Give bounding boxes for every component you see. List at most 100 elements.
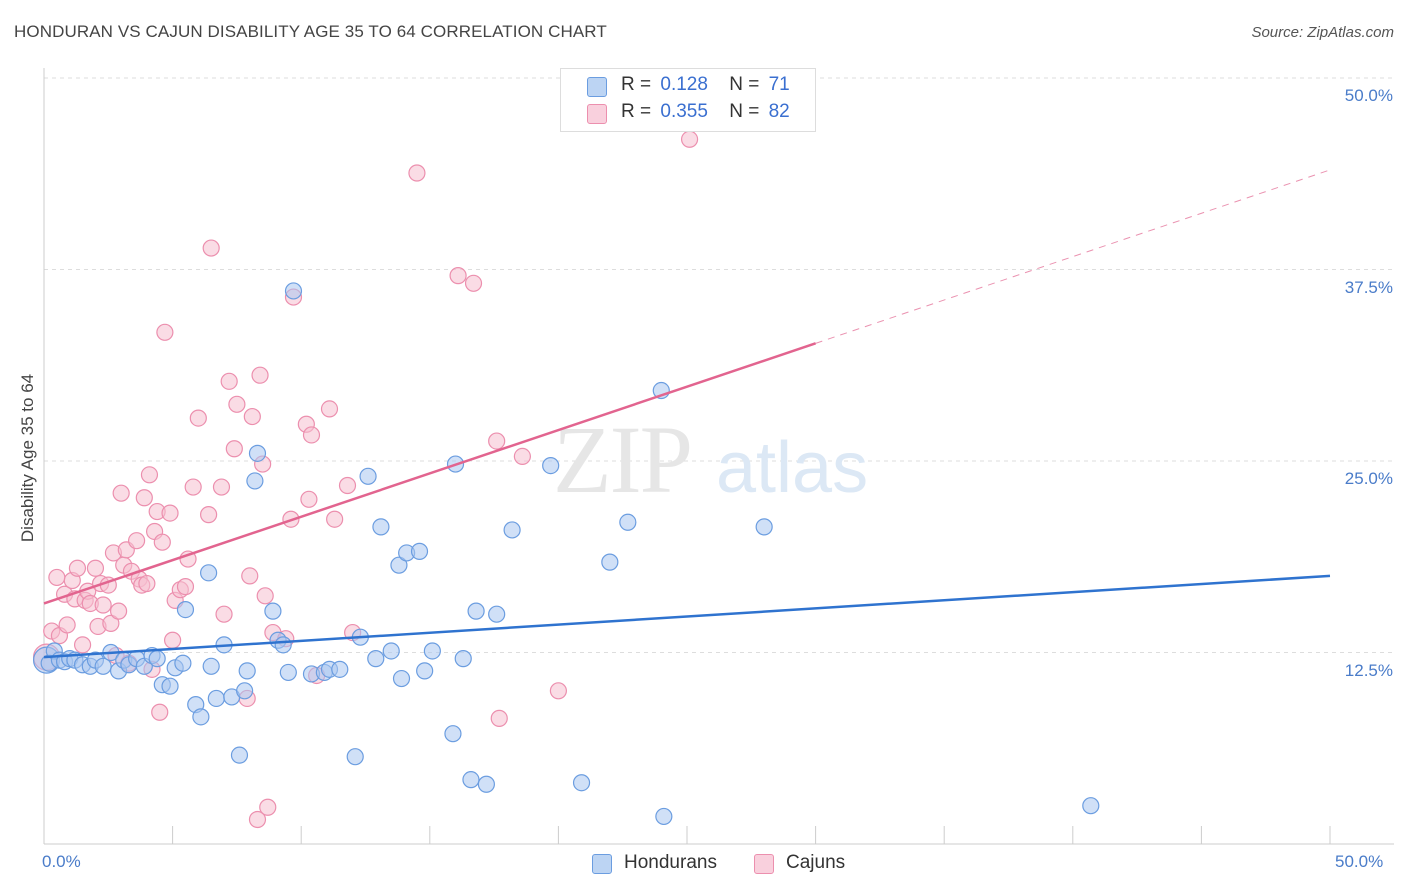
watermark: ZIP atlas bbox=[553, 406, 868, 513]
chart-title: HONDURAN VS CAJUN DISABILITY AGE 35 TO 6… bbox=[14, 22, 607, 41]
cajun-point bbox=[135, 489, 153, 507]
cajun-point bbox=[202, 239, 220, 257]
hondurans-legend-swatch bbox=[592, 854, 612, 874]
cajun-point bbox=[189, 409, 207, 427]
honduran-point bbox=[488, 605, 506, 623]
axes bbox=[43, 68, 1394, 845]
cajun-point bbox=[212, 478, 231, 496]
legend-r-value: 0.128 bbox=[660, 74, 708, 95]
honduran-point bbox=[174, 654, 192, 672]
honduran-point bbox=[331, 660, 349, 678]
legend-n-label: N = bbox=[729, 101, 760, 122]
honduran-point bbox=[94, 657, 112, 675]
legend-r-label: R = bbox=[621, 101, 652, 122]
cajun-point bbox=[464, 274, 483, 292]
honduran-point bbox=[392, 669, 411, 688]
cajun-point bbox=[259, 798, 277, 816]
cajun-point bbox=[225, 440, 243, 458]
cajun-point bbox=[138, 574, 156, 593]
cajun-point bbox=[151, 703, 169, 721]
honduran-point bbox=[284, 282, 303, 300]
honduran-point bbox=[200, 564, 218, 582]
cajun-trendline bbox=[43, 342, 816, 605]
cajun-point bbox=[68, 559, 87, 577]
watermark-zip: ZIP bbox=[553, 406, 691, 513]
honduran-point bbox=[601, 553, 619, 571]
cajun-point bbox=[109, 602, 128, 620]
cajun-point bbox=[408, 164, 426, 182]
cajun-point bbox=[449, 267, 467, 285]
honduran-point bbox=[372, 518, 390, 536]
honduran-point bbox=[246, 472, 264, 490]
cajun-point bbox=[164, 631, 182, 649]
cajun-point bbox=[156, 323, 174, 341]
honduran-point bbox=[477, 775, 495, 793]
cajuns-swatch bbox=[587, 104, 607, 124]
honduran-point bbox=[367, 650, 385, 668]
x-tick-label: 0.0% bbox=[42, 852, 81, 871]
cajun-point bbox=[102, 614, 120, 632]
y-axis-title: Disability Age 35 to 64 bbox=[18, 373, 37, 543]
honduran-point bbox=[192, 708, 210, 726]
cajun-point bbox=[248, 810, 267, 829]
honduran-point bbox=[423, 642, 441, 660]
grid bbox=[44, 77, 1394, 653]
cajun-point bbox=[228, 395, 246, 413]
cajun-point bbox=[251, 366, 269, 384]
honduran-point bbox=[655, 807, 673, 826]
cajun-trendline-extension bbox=[815, 169, 1331, 344]
legend-r-label: R = bbox=[621, 74, 652, 95]
cajun-point bbox=[680, 130, 699, 148]
honduran-point bbox=[1082, 797, 1100, 815]
cajun-point bbox=[127, 532, 146, 550]
honduran-point bbox=[274, 636, 292, 654]
honduran-point bbox=[416, 662, 434, 680]
cajun-point bbox=[256, 587, 274, 605]
honduran-point bbox=[230, 746, 249, 764]
honduran-point bbox=[467, 602, 485, 620]
cajun-point bbox=[513, 447, 531, 466]
legend-text-cajuns: R = 0.355 N = 82 bbox=[621, 101, 790, 123]
cajun-point bbox=[215, 605, 233, 623]
cajun-point bbox=[140, 466, 159, 484]
legend-n-value: 82 bbox=[768, 101, 790, 122]
honduran-point bbox=[755, 518, 773, 536]
cajun-point bbox=[320, 400, 339, 418]
cajun-point bbox=[86, 559, 105, 577]
y-tick-label: 50.0% bbox=[1344, 86, 1393, 105]
hondurans-swatch bbox=[587, 77, 607, 97]
source-label: Source: ZipAtlas.com bbox=[1251, 24, 1394, 41]
cajun-point bbox=[488, 432, 506, 450]
cajuns-legend-label: Cajuns bbox=[786, 852, 846, 873]
honduran-point bbox=[410, 542, 429, 560]
trendlines bbox=[43, 169, 1331, 659]
x-tick-label: 50.0% bbox=[1335, 852, 1384, 871]
honduran-point bbox=[346, 748, 364, 766]
correlation-legend: R = 0.128 N = 71 R = 0.355 N = 82 bbox=[560, 68, 816, 132]
cajun-point bbox=[302, 426, 321, 444]
honduran-point bbox=[503, 521, 521, 539]
honduran-point bbox=[202, 657, 220, 675]
legend-n-label: N = bbox=[729, 74, 760, 95]
legend-text-hondurans: R = 0.128 N = 71 bbox=[621, 74, 790, 96]
hondurans-legend-label: Hondurans bbox=[624, 852, 717, 873]
cajun-point bbox=[490, 709, 508, 727]
cajun-point bbox=[58, 616, 76, 634]
honduran-point bbox=[572, 774, 591, 792]
cajun-point bbox=[94, 596, 112, 614]
cajun-point bbox=[243, 407, 261, 426]
honduran-point bbox=[444, 725, 462, 743]
watermark-atlas: atlas bbox=[716, 428, 868, 508]
cajun-point bbox=[338, 476, 357, 495]
honduran-point bbox=[454, 650, 472, 668]
cajun-point bbox=[300, 490, 318, 508]
cajun-point bbox=[326, 510, 344, 528]
cajun-point bbox=[184, 478, 202, 496]
cajun-point bbox=[549, 682, 568, 700]
cajun-point bbox=[176, 578, 195, 596]
honduran-point bbox=[207, 689, 225, 708]
cajun-point bbox=[161, 504, 179, 522]
honduran-point bbox=[279, 663, 297, 682]
cajun-point bbox=[153, 533, 171, 551]
